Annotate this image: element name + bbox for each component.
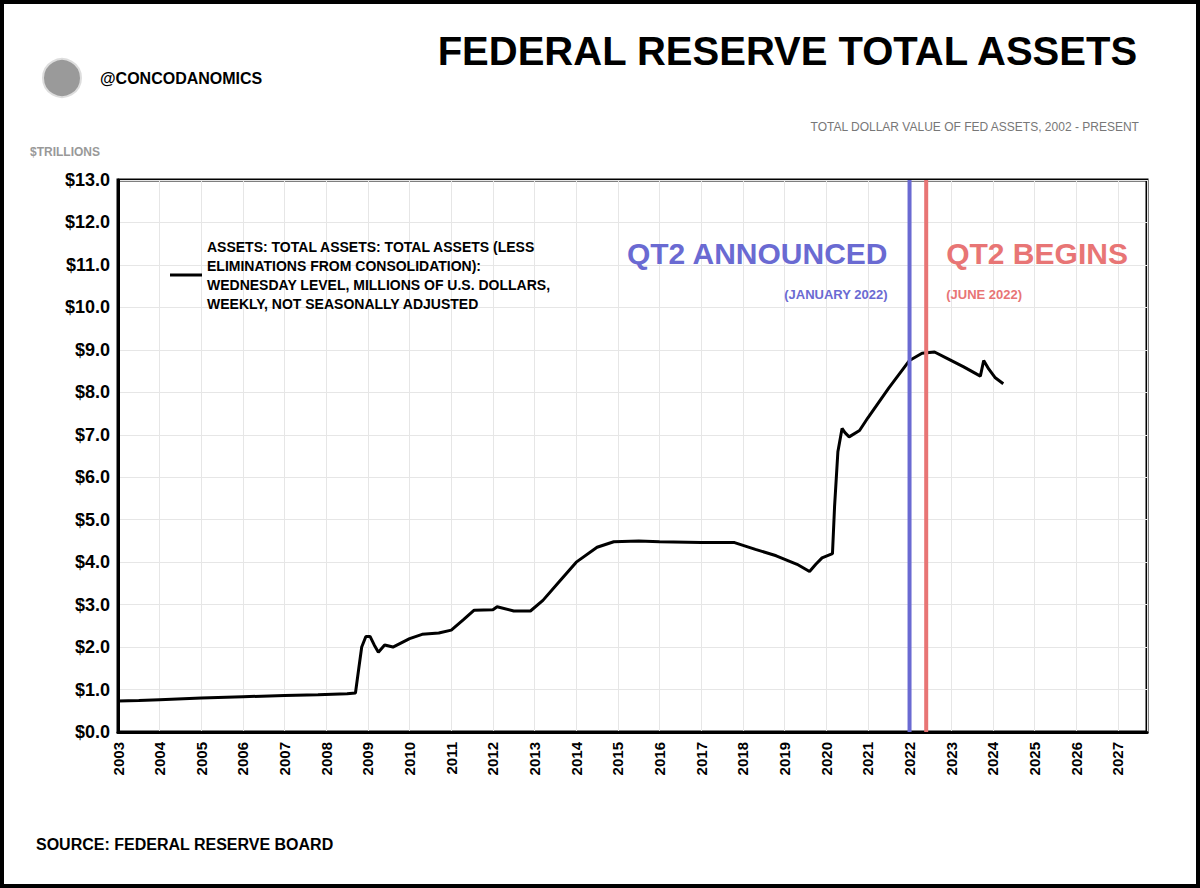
svg-text:$4.0: $4.0: [75, 552, 110, 572]
svg-text:2016: 2016: [651, 742, 668, 775]
svg-text:2015: 2015: [609, 742, 626, 775]
svg-text:$8.0: $8.0: [75, 382, 110, 402]
svg-text:$11.0: $11.0: [66, 255, 110, 275]
svg-text:2025: 2025: [1026, 742, 1043, 775]
svg-text:$13.0: $13.0: [65, 170, 110, 190]
svg-text:2008: 2008: [318, 742, 335, 775]
svg-text:2004: 2004: [151, 741, 168, 775]
svg-text:2010: 2010: [401, 742, 418, 775]
svg-text:$0.0: $0.0: [75, 722, 110, 742]
svg-text:2011: 2011: [443, 742, 460, 775]
svg-text:2023: 2023: [943, 742, 960, 775]
svg-text:$5.0: $5.0: [75, 510, 110, 530]
svg-text:2024: 2024: [984, 741, 1001, 775]
svg-text:2012: 2012: [484, 742, 501, 775]
svg-text:2019: 2019: [776, 742, 793, 775]
svg-text:$1.0: $1.0: [75, 680, 110, 700]
svg-text:2021: 2021: [859, 742, 876, 775]
svg-text:2017: 2017: [693, 742, 710, 775]
svg-text:ASSETS: TOTAL ASSETS: TOTAL AS: ASSETS: TOTAL ASSETS: TOTAL ASSETS (LESS: [207, 239, 538, 255]
svg-text:2013: 2013: [526, 742, 543, 775]
svg-text:2006: 2006: [234, 742, 251, 775]
svg-text:2003: 2003: [110, 742, 127, 775]
svg-text:$6.0: $6.0: [75, 467, 110, 487]
svg-text:2007: 2007: [276, 742, 293, 775]
svg-text:QT2 BEGINS: QT2 BEGINS: [946, 237, 1128, 270]
svg-text:$9.0: $9.0: [75, 340, 110, 360]
svg-text:2009: 2009: [359, 742, 376, 775]
svg-text:2005: 2005: [193, 742, 210, 775]
svg-text:TOTAL DOLLAR VALUE OF FED ASSE: TOTAL DOLLAR VALUE OF FED ASSETS, 2002 -…: [811, 120, 1140, 134]
svg-text:2018: 2018: [734, 742, 751, 775]
svg-text:2020: 2020: [818, 742, 835, 775]
svg-text:$12.0: $12.0: [65, 212, 110, 232]
svg-text:$7.0: $7.0: [75, 425, 110, 445]
svg-text:WEDNESDAY LEVEL, MILLIONS OF U: WEDNESDAY LEVEL, MILLIONS OF U.S. DOLLAR…: [207, 277, 554, 293]
svg-text:(JANUARY 2022): (JANUARY 2022): [784, 287, 887, 302]
svg-text:2022: 2022: [901, 742, 918, 775]
svg-text:SOURCE: FEDERAL RESERVE BOARD: SOURCE: FEDERAL RESERVE BOARD: [36, 836, 333, 853]
svg-text:$TRILLIONS: $TRILLIONS: [30, 145, 100, 159]
svg-text:$10.0: $10.0: [65, 297, 110, 317]
svg-text:$2.0: $2.0: [75, 637, 110, 657]
svg-text:@CONCODANOMICS: @CONCODANOMICS: [100, 70, 263, 87]
svg-text:ELIMINATIONS FROM CONSOLIDATIO: ELIMINATIONS FROM CONSOLIDATION):: [207, 258, 485, 274]
svg-text:(JUNE 2022): (JUNE 2022): [946, 287, 1022, 302]
svg-text:$3.0: $3.0: [75, 595, 110, 615]
svg-text:FEDERAL RESERVE TOTAL ASSETS: FEDERAL RESERVE TOTAL ASSETS: [438, 29, 1137, 73]
svg-text:2014: 2014: [568, 741, 585, 775]
svg-text:WEEKLY, NOT SEASONALLY ADJUSTE: WEEKLY, NOT SEASONALLY ADJUSTED: [207, 296, 478, 312]
svg-text:QT2 ANNOUNCED: QT2 ANNOUNCED: [627, 237, 888, 270]
svg-text:2026: 2026: [1068, 742, 1085, 775]
svg-text:2027: 2027: [1109, 742, 1126, 775]
